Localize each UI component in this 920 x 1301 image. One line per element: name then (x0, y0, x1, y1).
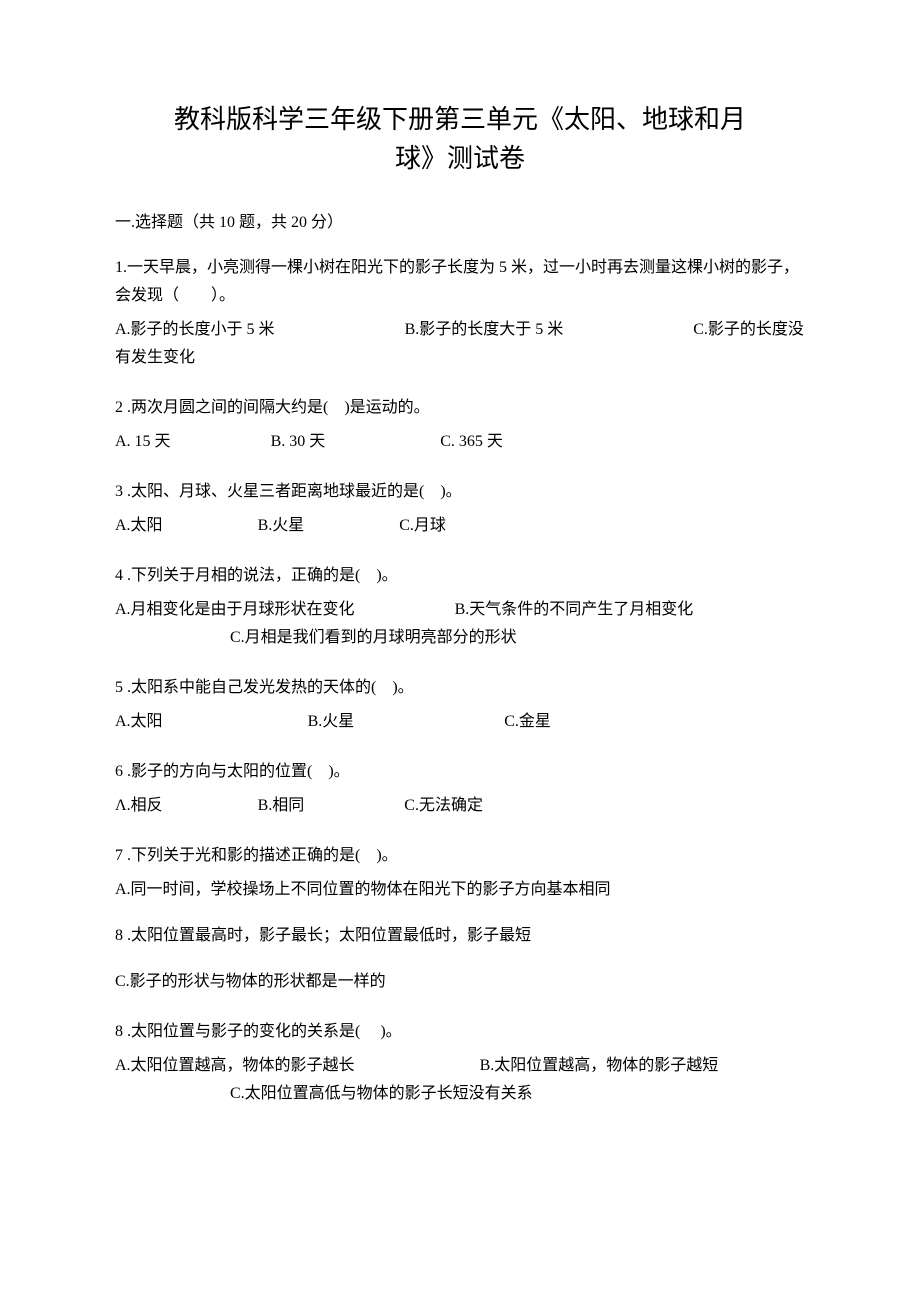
question-options: A.影子的长度小于 5 米B.影子的长度大于 5 米C.影子的长度没有发生变化 (115, 316, 805, 372)
question-7: 7 .下列关于光和影的描述正确的是( )。 A.同一时间，学校操场上不同位置的物… (115, 842, 805, 996)
question-4: 4 .下列关于月相的说法，正确的是( )。 A.月相变化是由于月球形状在变化 B.… (115, 562, 805, 652)
question-options: A.月相变化是由于月球形状在变化 B.天气条件的不同产生了月相变化 C.月相是我们看… (115, 596, 805, 652)
option-a: A.同一时间，学校操场上不同位置的物体在阳光下的影子方向基本相同 (115, 876, 805, 904)
section-header: 一.选择题（共 10 题，共 20 分） (115, 208, 805, 232)
option-b: 8 .太阳位置最高时，影子最长；太阳位置最低时，影子最短 (115, 922, 805, 950)
option-c: C.太阳位置高低与物体的影子长短没有关系 (230, 1085, 533, 1102)
question-2: 2 .两次月圆之间的间隔大约是( )是运动的。 A. 15 天 B. 30 天 … (115, 394, 805, 456)
option-c: C. 365 天 (440, 428, 503, 456)
question-text: 1.一天早晨，小亮测得一棵小树在阳光下的影子长度为 5 米，过一小时再去测量这棵… (115, 254, 805, 310)
question-text: 4 .下列关于月相的说法，正确的是( )。 (115, 562, 805, 590)
option-b: B.天气条件的不同产生了月相变化 (455, 601, 694, 618)
option-b: B.火星 (258, 512, 305, 540)
title-line-2: 球》测试卷 (115, 139, 805, 178)
option-b: B.影子的长度大于 5 米 (405, 321, 564, 338)
option-c: C.金星 (504, 708, 551, 736)
question-options: A.太阳 B.火星 C.月球 (115, 512, 805, 540)
option-a: A.太阳 (115, 708, 163, 736)
option-b: B.相同 (258, 792, 305, 820)
question-5: 5 .太阳系中能自己发光发热的天体的( )。 A.太阳 B.火星 C.金星 (115, 674, 805, 736)
option-a: A. 15 天 (115, 428, 171, 456)
question-3: 3 .太阳、月球、火星三者距离地球最近的是( )。 A.太阳 B.火星 C.月球 (115, 478, 805, 540)
title-line-1: 教科版科学三年级下册第三单元《太阳、地球和月 (115, 100, 805, 139)
question-text: 5 .太阳系中能自己发光发热的天体的( )。 (115, 674, 805, 702)
option-a: Λ.相反 (115, 792, 163, 820)
option-a: A.太阳 (115, 512, 163, 540)
option-c: C.月球 (399, 512, 446, 540)
question-text: 2 .两次月圆之间的间隔大约是( )是运动的。 (115, 394, 805, 422)
question-text: 3 .太阳、月球、火星三者距离地球最近的是( )。 (115, 478, 805, 506)
question-6: 6 .影子的方向与太阳的位置( )。 Λ.相反 B.相同 C.无法确定 (115, 758, 805, 820)
document-title: 教科版科学三年级下册第三单元《太阳、地球和月 球》测试卷 (115, 100, 805, 178)
question-text: 8 .太阳位置与影子的变化的关系是( )。 (115, 1018, 805, 1046)
question-text: 6 .影子的方向与太阳的位置( )。 (115, 758, 805, 786)
option-c: C.月相是我们看到的月球明亮部分的形状 (230, 629, 517, 646)
question-text: 7 .下列关于光和影的描述正确的是( )。 (115, 842, 805, 870)
option-b: B.火星 (308, 708, 355, 736)
option-a: A.太阳位置越高，物体的影子越长 (115, 1057, 355, 1074)
option-c: C.影子的形状与物体的形状都是一样的 (115, 968, 805, 996)
option-b: B.太阳位置越高，物体的影子越短 (480, 1057, 719, 1074)
question-8: 8 .太阳位置与影子的变化的关系是( )。 A.太阳位置越高，物体的影子越长 B.… (115, 1018, 805, 1108)
option-a: A.月相变化是由于月球形状在变化 (115, 601, 355, 618)
question-options: A. 15 天 B. 30 天 C. 365 天 (115, 428, 805, 456)
question-options: A.太阳位置越高，物体的影子越长 B.太阳位置越高，物体的影子越短 C.太阳位置高低… (115, 1052, 805, 1108)
option-b: B. 30 天 (271, 428, 326, 456)
question-options: Λ.相反 B.相同 C.无法确定 (115, 792, 805, 820)
question-options: A.太阳 B.火星 C.金星 (115, 708, 805, 736)
question-1: 1.一天早晨，小亮测得一棵小树在阳光下的影子长度为 5 米，过一小时再去测量这棵… (115, 254, 805, 372)
option-a: A.影子的长度小于 5 米 (115, 321, 275, 338)
option-c: C.无法确定 (404, 792, 483, 820)
